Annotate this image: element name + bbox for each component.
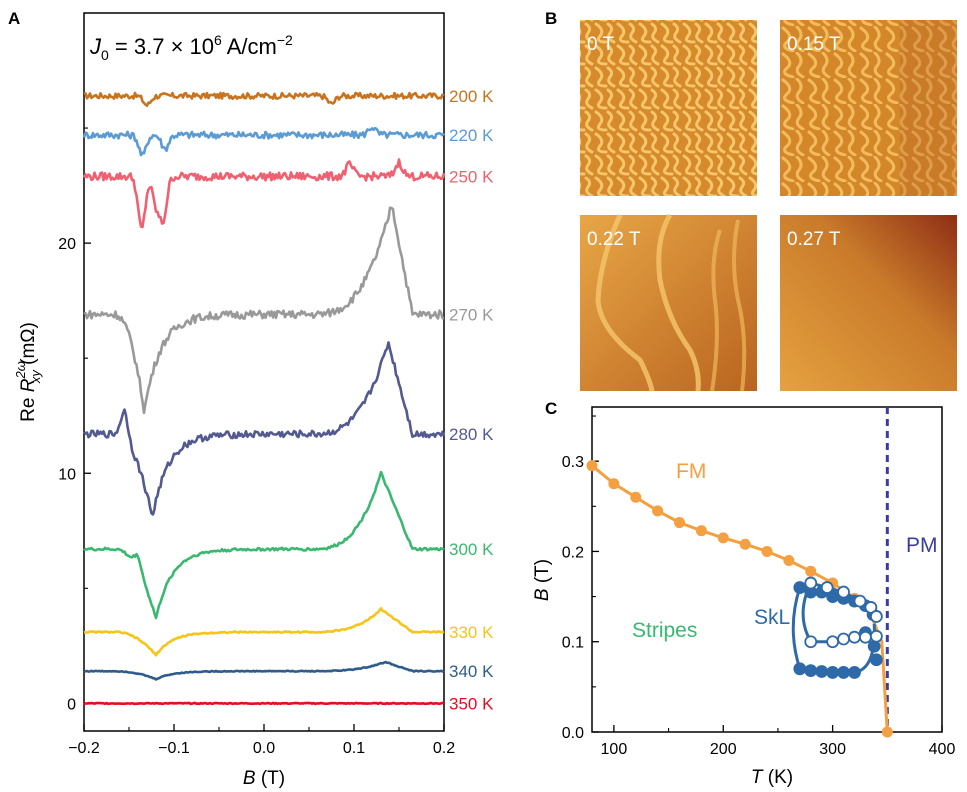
skl-point-open xyxy=(869,610,883,623)
skl-point-open xyxy=(859,630,872,644)
skl-point-filled xyxy=(793,662,807,676)
fm-boundary-point xyxy=(674,517,685,529)
panel-c-ylabel: B (T) xyxy=(532,559,553,601)
region-label-skl: SkL xyxy=(754,606,790,629)
skl-point-filled xyxy=(837,666,850,679)
skl-point-filled xyxy=(804,664,818,678)
series-line-220K xyxy=(82,126,445,157)
skl-point-open xyxy=(837,632,850,646)
skl-left-arc xyxy=(791,587,802,670)
series-line-330K xyxy=(83,607,445,657)
region-label-pm: PM xyxy=(906,534,938,557)
series-label: 200 K xyxy=(449,87,494,106)
panel-a-xtick-label: 0.2 xyxy=(433,740,455,757)
series-label: 220 K xyxy=(449,126,494,145)
fm-boundary-point xyxy=(805,565,817,577)
series-line-270K xyxy=(83,206,445,415)
domain-image-label: 0 T xyxy=(587,34,615,55)
skl-point-open xyxy=(837,585,850,599)
panel-a-ylabel: Re R2ωxy (mΩ) xyxy=(13,322,43,422)
fm-boundary-point xyxy=(783,554,795,566)
panel-c-xtick-label: 400 xyxy=(929,741,956,758)
panel-a-plot: J0 = 3.7 × 106 A/cm−2 B (T) Re R2ωxy (mΩ… xyxy=(13,12,494,789)
panel-b-label: B xyxy=(545,9,557,28)
skl-point-open xyxy=(848,630,861,644)
series-line-280K xyxy=(83,341,446,516)
skl-point-filled xyxy=(869,653,883,667)
series-label: 340 K xyxy=(449,662,494,681)
series-label: 350 K xyxy=(449,694,494,713)
series-label: 300 K xyxy=(449,540,494,559)
region-label-stripes: Stripes xyxy=(632,619,697,642)
skl-point-open xyxy=(869,629,883,643)
fm-boundary-point xyxy=(608,478,620,490)
skl-point-filled xyxy=(815,665,829,678)
series-label: 270 K xyxy=(449,305,494,324)
skl-point-filled xyxy=(793,581,807,594)
fm-boundary-point xyxy=(652,505,664,517)
series-line-350K xyxy=(83,701,445,706)
series-label: 250 K xyxy=(449,167,494,186)
panel-c-xtick-label: 300 xyxy=(819,741,846,758)
panel-c-ytick-label: 0.3 xyxy=(562,454,584,471)
region-label-fm-text: FM xyxy=(676,460,706,483)
domain-image-0.15T: 0.15 T xyxy=(780,20,957,196)
panel-c-xtick-label: 200 xyxy=(710,741,737,758)
series-label: 280 K xyxy=(449,425,494,444)
panel-c-xtick-label: 100 xyxy=(601,741,628,758)
fm-boundary-point xyxy=(586,460,598,472)
panel-a-xtick-label: 0.0 xyxy=(253,740,275,757)
current-density-annotation: J0 = 3.7 × 106 A/cm−2 xyxy=(89,32,293,63)
series-line-200K xyxy=(83,91,445,107)
domain-image-label: 0.22 T xyxy=(587,229,641,250)
fm-boundary-point xyxy=(761,545,773,557)
panel-c-ytick-label: 0.2 xyxy=(562,544,584,561)
skl-point-open xyxy=(804,635,818,649)
skl-point-open xyxy=(804,576,818,590)
panel-a-ytick-label: 20 xyxy=(58,236,76,253)
domain-image-label: 0.27 T xyxy=(787,229,841,250)
panel-a-xtick-label: −0.1 xyxy=(158,740,190,757)
panel-c-xlabel: T (K) xyxy=(751,767,793,788)
domain-image-0.27T: 0.27 T xyxy=(780,215,957,391)
skl-point-filled xyxy=(826,666,840,679)
panel-b-images: 0 T 0.15 T 0.22 T 0.27 T xyxy=(580,20,957,392)
skl-point-open xyxy=(853,594,867,608)
domain-image-0.22T: 0.22 T xyxy=(580,213,757,392)
panel-c-ytick-label: 0.0 xyxy=(562,725,584,742)
skl-point-open xyxy=(820,581,834,594)
series-label: 330 K xyxy=(449,623,494,642)
panel-a-label: A xyxy=(8,9,20,28)
panel-a-xtick-label: −0.2 xyxy=(68,740,100,757)
fm-boundary-point xyxy=(881,726,893,738)
domain-image-0T: 0 T xyxy=(580,20,757,196)
series-line-250K xyxy=(82,158,446,229)
fm-boundary-point xyxy=(717,532,729,544)
series-line-300K xyxy=(83,470,445,620)
fm-boundary-point xyxy=(695,525,707,537)
skl-point-open xyxy=(826,635,840,649)
skl-point-open xyxy=(864,601,878,614)
series-line-340K xyxy=(83,660,445,681)
panel-c-ytick-label: 0.1 xyxy=(562,635,584,652)
panel-a-xlabel: B (T) xyxy=(243,768,285,789)
panel-a-xtick-label: 0.1 xyxy=(343,740,365,757)
panel-a-ytick-label: 0 xyxy=(67,696,76,713)
fm-boundary-point xyxy=(739,538,751,550)
panel-a-ytick-label: 10 xyxy=(58,466,76,483)
panel-c-label: C xyxy=(545,399,557,418)
fm-boundary-point xyxy=(630,491,642,503)
skl-point-filled xyxy=(848,666,861,679)
domain-image-label: 0.15 T xyxy=(787,34,841,55)
panel-c-frame xyxy=(591,406,943,733)
